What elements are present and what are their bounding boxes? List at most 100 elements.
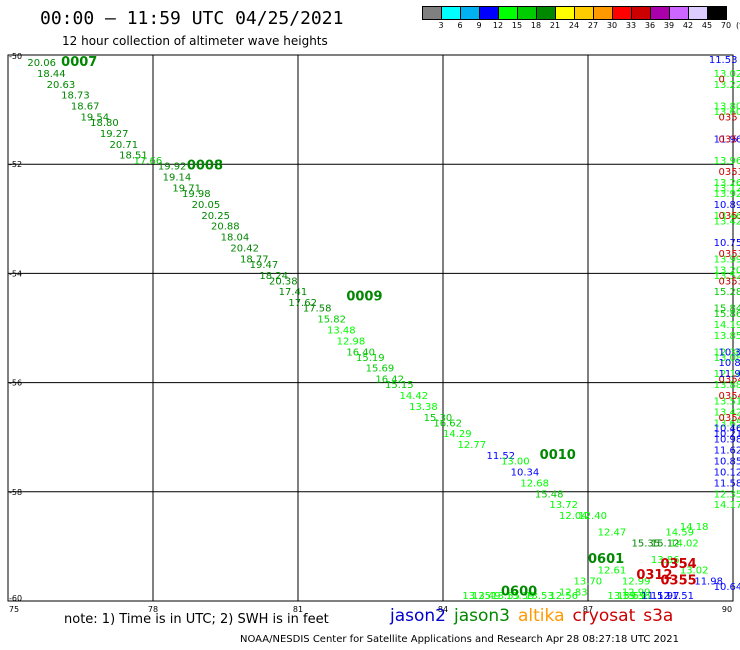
swh-value: 15.15 bbox=[385, 380, 414, 391]
swh-value: 0354 bbox=[719, 413, 740, 424]
swh-value: 19.27 bbox=[100, 129, 129, 140]
swh-value: 13.92 bbox=[714, 189, 740, 200]
swh-value: 13.38 bbox=[409, 402, 438, 413]
swh-value: 17.62 bbox=[288, 298, 317, 309]
swh-value: 15.35 bbox=[632, 538, 661, 549]
swh-value: 13.59 bbox=[607, 591, 636, 602]
swh-value: 11.90 bbox=[719, 369, 740, 380]
swh-value: 13.96 bbox=[714, 156, 740, 167]
swh-value: 10.98 bbox=[714, 435, 740, 446]
swh-value: 12.56 bbox=[549, 591, 578, 602]
pass-time-label: 0010 bbox=[540, 448, 576, 463]
swh-value: 12.36 bbox=[714, 347, 740, 358]
swh-value: 15.19 bbox=[356, 353, 385, 364]
swh-value: 11.52 bbox=[487, 451, 516, 462]
legend-swatch bbox=[707, 6, 727, 20]
swh-value: 16.42 bbox=[375, 375, 404, 386]
map-title: 00:00 — 11:59 UTC 04/25/2021 bbox=[40, 8, 344, 29]
swh-value: 14.19 bbox=[714, 320, 740, 331]
swh-value: 18.73 bbox=[61, 91, 90, 102]
swh-value: 20.25 bbox=[201, 211, 230, 222]
x-tick-label: 87 bbox=[583, 605, 593, 614]
x-tick-label: 81 bbox=[293, 605, 303, 614]
swh-value: 19.98 bbox=[182, 189, 211, 200]
pass-time-label: 0312 bbox=[636, 568, 672, 583]
legend-tick-label: 15 bbox=[511, 21, 523, 30]
pass-time-label: 0355 bbox=[661, 574, 697, 589]
swh-value: 0354 bbox=[719, 391, 740, 402]
swh-value: 16.62 bbox=[433, 418, 462, 429]
legend-swatch bbox=[593, 6, 612, 20]
swh-value: 13.85 bbox=[714, 331, 740, 342]
pass-time-label: 0008 bbox=[187, 159, 223, 174]
swh-value: 11.53 bbox=[709, 55, 738, 66]
y-tick-label: -56 bbox=[9, 379, 22, 388]
swh-value: 13.70 bbox=[574, 577, 603, 588]
swh-value: 10.8 bbox=[719, 358, 740, 369]
swh-value: 10.85 bbox=[714, 457, 740, 468]
satellite-s3a: s3a bbox=[643, 606, 674, 626]
swh-value: 10.34 bbox=[511, 467, 540, 478]
swh-value: 20.88 bbox=[211, 222, 240, 233]
swh-value: 20.05 bbox=[192, 200, 221, 211]
swh-value: 15.48 bbox=[535, 489, 564, 500]
swh-value: 0353 bbox=[719, 249, 740, 260]
swh-value: 14.17 bbox=[714, 500, 740, 511]
swh-value: 13.46 bbox=[714, 211, 740, 222]
legend-swatch bbox=[669, 6, 688, 20]
legend-tick-label: 6 bbox=[457, 21, 463, 30]
swh-value: 15.82 bbox=[317, 315, 346, 326]
pass-time-label: 0007 bbox=[61, 55, 97, 70]
swh-value: 12.77 bbox=[458, 440, 487, 451]
swh-value: 13.00 bbox=[501, 457, 530, 468]
swh-value: 18.67 bbox=[71, 102, 100, 113]
swh-value: 13.51 bbox=[714, 396, 740, 407]
legend-tick-label: 33 bbox=[625, 21, 637, 30]
swh-value: 0353 bbox=[719, 211, 740, 222]
swh-value: 12.83 bbox=[559, 588, 588, 599]
legend-tick-label: 3 bbox=[438, 21, 444, 30]
swh-value: 13.02 bbox=[714, 69, 740, 80]
pass-time-label: 0601 bbox=[588, 552, 624, 567]
swh-value: 19.92 bbox=[158, 162, 187, 173]
swh-value: 11.97 bbox=[651, 591, 680, 602]
x-tick-label: 78 bbox=[148, 605, 158, 614]
legend-unit: (ft) bbox=[735, 21, 740, 30]
color-legend bbox=[422, 6, 727, 20]
swh-value: 20.38 bbox=[269, 276, 298, 287]
swh-value: 12.98 bbox=[337, 336, 366, 347]
swh-value: 15.28 bbox=[714, 287, 740, 298]
swh-value: 12.47 bbox=[598, 527, 627, 538]
swh-value: 18.80 bbox=[90, 118, 119, 129]
swh-value: 20.71 bbox=[110, 140, 139, 151]
swh-value: 11.98 bbox=[694, 577, 723, 588]
swh-value: 13.22 bbox=[714, 80, 740, 91]
swh-value: 12.35 bbox=[714, 489, 740, 500]
swh-value: 13.48 bbox=[327, 325, 356, 336]
swh-value: 0353 bbox=[719, 276, 740, 287]
x-tick-label: 84 bbox=[438, 605, 448, 614]
swh-value: 13.88 bbox=[714, 380, 740, 391]
swh-value: 15.84 bbox=[714, 304, 740, 315]
legend-swatch bbox=[536, 6, 555, 20]
swh-value: 10.46 bbox=[714, 424, 740, 435]
swh-value: 20.06 bbox=[27, 58, 56, 69]
legend-swatch bbox=[650, 6, 669, 20]
swh-value: 16.40 bbox=[346, 347, 375, 358]
swh-value: 13.39 bbox=[506, 591, 535, 602]
swh-value: 13.60 bbox=[714, 107, 740, 118]
swh-value: 17.58 bbox=[303, 304, 332, 315]
swh-value: 20.63 bbox=[47, 80, 76, 91]
axis-labels: 75 78 81 84 87 90 -50 -52 -54 -56 -58 -60 bbox=[9, 52, 732, 614]
swh-value: 14.18 bbox=[680, 522, 709, 533]
legend-tick-label: 30 bbox=[606, 21, 618, 30]
swh-value: 11.96 bbox=[714, 134, 740, 145]
swh-value: 18.44 bbox=[37, 69, 66, 80]
legend-tick-label: 21 bbox=[549, 21, 561, 30]
legend-swatch bbox=[574, 6, 593, 20]
legend-swatch bbox=[460, 6, 479, 20]
legend-swatch bbox=[631, 6, 650, 20]
swh-value: 17.41 bbox=[279, 287, 308, 298]
swh-value: 13.02 bbox=[680, 566, 709, 577]
